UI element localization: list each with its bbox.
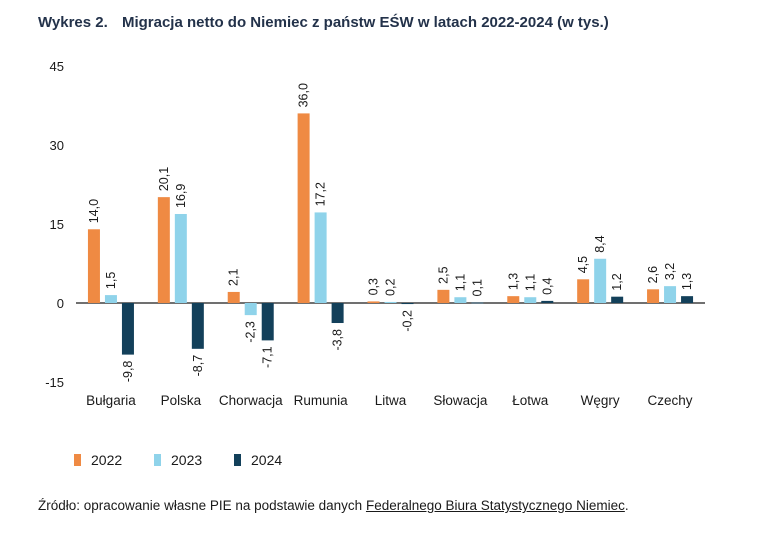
data-label: -9,8: [121, 361, 135, 383]
bar-2024: [681, 296, 694, 303]
legend-label-2024: 2024: [251, 452, 283, 468]
data-label: -2,3: [244, 321, 258, 343]
data-label: 1,1: [523, 274, 537, 291]
data-label: 1,1: [453, 274, 467, 291]
bar-2022: [227, 291, 240, 303]
y-tick-label: 30: [50, 138, 64, 153]
data-label: 36,0: [297, 83, 311, 107]
legend-item-2024: 2024: [234, 452, 314, 468]
bar-2022: [87, 229, 100, 303]
bar-chart: 45 30 15 0 -15 14,0 1,5 -9,8 Bułgaria 20,116,9 -8,…: [45, 59, 705, 408]
legend: 2022 2023 2024: [74, 452, 314, 468]
x-tick-label: Bułgaria: [86, 393, 136, 408]
x-tick-label: Chorwacja: [219, 393, 283, 408]
bar-2023: [384, 301, 397, 303]
legend-item-2022: 2022: [74, 452, 154, 468]
data-label: 2,1: [227, 269, 241, 286]
data-label: 20,1: [157, 167, 171, 191]
figure-label: Wykres 2.: [38, 14, 108, 31]
data-label: 0,4: [540, 277, 554, 294]
title-text: Migracja netto do Niemiec z państw EŚW w…: [121, 14, 609, 31]
legend-swatch-2023: [154, 454, 161, 466]
bar-2023: [314, 212, 327, 303]
bar-2023: [244, 303, 257, 316]
bar-2022: [367, 301, 380, 303]
bar-2024: [611, 296, 624, 303]
data-label: -0,2: [401, 310, 415, 332]
bar-2024: [121, 303, 134, 355]
bar-2024: [261, 303, 274, 341]
y-tick-label: 0: [57, 296, 64, 311]
x-tick-label: Czechy: [648, 393, 693, 408]
legend-item-2023: 2023: [154, 452, 234, 468]
source-prefix: Źródło: opracowanie własne PIE na podsta…: [38, 498, 366, 513]
bar-2022: [437, 289, 450, 303]
data-label: 0,3: [367, 278, 381, 295]
data-label: 1,3: [680, 273, 694, 290]
x-tick-label: Węgry: [581, 393, 620, 408]
data-label: -3,8: [331, 329, 345, 351]
bar-2022: [647, 289, 660, 303]
data-label: 2,6: [646, 266, 660, 283]
bar-2024: [401, 303, 414, 305]
data-label: 0,2: [384, 279, 398, 296]
bar-2023: [174, 213, 187, 303]
y-tick-label: 45: [50, 59, 64, 74]
data-label: 1,2: [610, 273, 624, 290]
bar-2024: [331, 303, 344, 324]
x-tick-label: Rumunia: [294, 393, 349, 408]
bar-2023: [664, 286, 677, 303]
legend-swatch-2022: [74, 454, 81, 466]
chart-title: Wykres 2. Migracja netto do Niemiec z pa…: [38, 14, 609, 31]
data-label: 0,1: [470, 279, 484, 296]
bar-2023: [104, 295, 117, 303]
data-label: 2,5: [436, 266, 450, 283]
source-link[interactable]: Federalnego Biura Statystycznego Niemiec: [365, 498, 625, 513]
legend-swatch-2024: [234, 454, 241, 466]
x-tick-label: Litwa: [375, 393, 407, 408]
bar-2022: [297, 113, 310, 304]
data-label: 1,3: [506, 273, 520, 290]
bar-2023: [454, 297, 467, 303]
data-label: 8,4: [593, 235, 607, 252]
bar-2024: [191, 303, 204, 349]
y-tick-label: 15: [50, 217, 64, 232]
data-label: -7,1: [261, 346, 275, 368]
legend-label-2023: 2023: [171, 452, 203, 468]
data-label: -8,7: [191, 355, 205, 377]
legend-label-2022: 2022: [91, 452, 123, 468]
bar-2023: [594, 258, 607, 303]
source-suffix: .: [624, 498, 629, 513]
bar-2022: [157, 197, 170, 303]
x-tick-label: Słowacja: [433, 393, 488, 408]
bar-2022: [577, 279, 590, 303]
data-label: 14,0: [87, 199, 101, 223]
data-label: 4,5: [576, 256, 590, 273]
bar-2024: [471, 302, 484, 304]
y-tick-label: -15: [45, 375, 64, 390]
data-label: 16,9: [174, 184, 188, 208]
x-tick-label: Polska: [161, 393, 202, 408]
bar-2024: [541, 300, 554, 303]
source-note: Źródło: opracowanie własne PIE na podsta…: [38, 498, 629, 513]
bar-2022: [507, 296, 520, 303]
data-label: 3,2: [663, 263, 677, 280]
data-label: 1,5: [104, 272, 118, 289]
bar-2023: [524, 297, 537, 303]
data-label: 17,2: [314, 182, 328, 206]
x-tick-label: Łotwa: [512, 393, 549, 408]
